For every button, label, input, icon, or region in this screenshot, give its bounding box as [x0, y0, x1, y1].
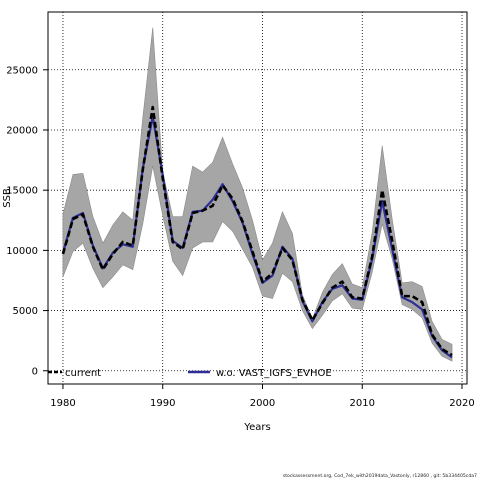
- y-axis-ticks: 0 5000 10000 15000 20000 25000: [6, 65, 48, 377]
- y-tick-label: 20000: [6, 125, 38, 136]
- x-axis-ticks: 1980 1990 2000 2010 2020: [50, 384, 475, 409]
- y-axis-label: SSB: [2, 188, 13, 208]
- y-tick-label: 25000: [6, 65, 38, 76]
- legend: current w.o. VAST_IGFS_EVHOE: [48, 368, 332, 379]
- legend-label-current: current: [65, 368, 101, 379]
- legend-label-wo-vast: w.o. VAST_IGFS_EVHOE: [216, 368, 332, 379]
- y-tick-label: 15000: [6, 186, 38, 197]
- y-tick-label: 5000: [13, 306, 38, 317]
- series-layer: [61, 105, 453, 359]
- x-tick-label: 1990: [150, 398, 175, 409]
- x-axis-label: Years: [243, 422, 270, 433]
- plot-frame: [47, 11, 468, 385]
- x-tick-label: 1980: [50, 398, 75, 409]
- confidence-band: [62, 27, 453, 362]
- x-tick-label: 2000: [250, 398, 275, 409]
- y-tick-label: 0: [32, 366, 38, 377]
- grid-lines: [48, 12, 467, 384]
- y-tick-label: 10000: [6, 246, 38, 257]
- x-tick-label: 2010: [350, 398, 375, 409]
- footer-credit: stockassessment.org, Cod_7ek_with2019dat…: [282, 474, 477, 479]
- x-tick-label: 2020: [449, 398, 474, 409]
- series-line-current: [61, 105, 453, 357]
